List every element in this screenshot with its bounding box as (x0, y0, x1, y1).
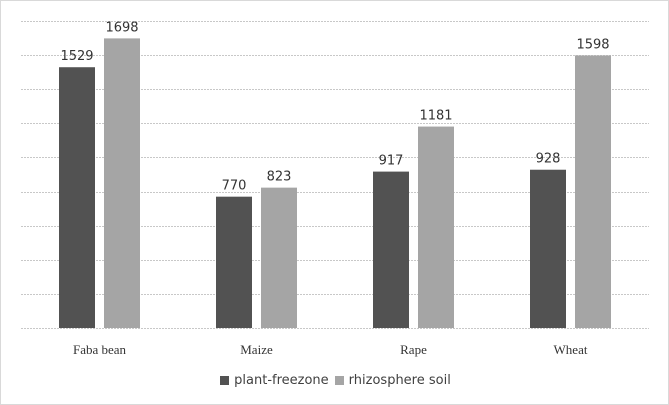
legend-label: rhizosphere soil (348, 373, 451, 388)
legend-swatch (220, 376, 230, 385)
value-label: 823 (267, 170, 292, 185)
bar-chart: 1529 1698 770 823 917 1181 928 1598 Faba bean Ma… (21, 20, 649, 357)
bar-maize-1 (216, 196, 252, 328)
category-label: Maize (240, 342, 273, 357)
bar-faba-bean-2 (104, 38, 140, 328)
category-label: Wheat (554, 342, 588, 357)
category-labels: Faba bean Maize Rape Wheat (73, 342, 588, 357)
bar-wheat-2 (575, 55, 611, 329)
legend-swatch (334, 376, 344, 385)
bar-wheat-1 (530, 169, 566, 328)
value-label: 770 (222, 179, 247, 194)
value-labels: 1529 1698 770 823 917 1181 928 1598 (60, 20, 609, 193)
legend-item: plant-freezone (220, 373, 329, 388)
category-label: Rape (400, 342, 427, 357)
value-label: 928 (536, 152, 561, 167)
value-label: 1598 (576, 37, 609, 52)
value-label: 917 (379, 154, 404, 169)
bar-faba-bean-1 (59, 67, 95, 329)
bar-rape-2 (418, 126, 454, 329)
legend-item: rhizosphere soil (334, 373, 451, 388)
legend: plant-freezone rhizosphere soil (1, 373, 669, 388)
value-label: 1529 (60, 49, 93, 64)
value-label: 1181 (419, 109, 452, 124)
bar-maize-2 (261, 187, 297, 328)
bar-rape-1 (373, 171, 409, 328)
value-label: 1698 (105, 20, 138, 35)
legend-label: plant-freezone (234, 373, 329, 388)
bars (59, 38, 611, 329)
category-label: Faba bean (73, 342, 127, 357)
